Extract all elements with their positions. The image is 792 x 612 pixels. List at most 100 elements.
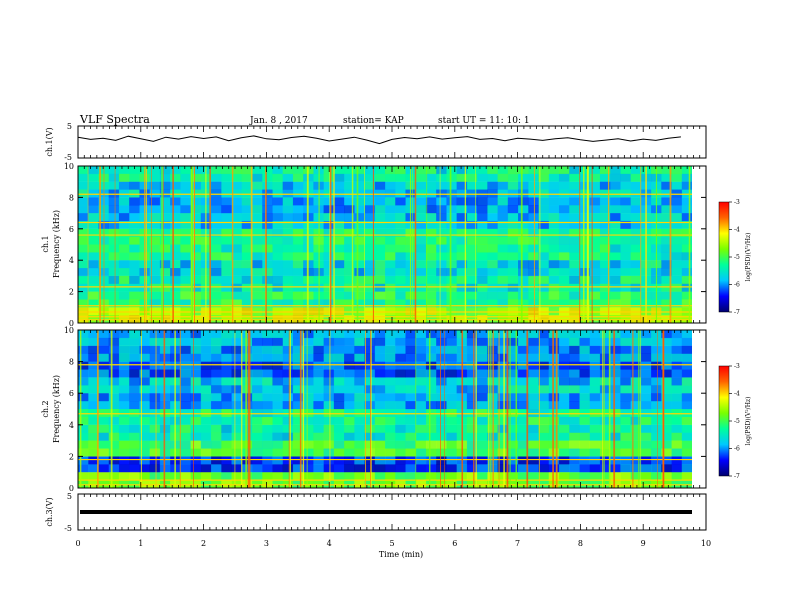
- ch1-spectrogram-cell: [446, 283, 457, 292]
- ch2-spectrogram-cell: [231, 416, 243, 426]
- ch1-spectrogram-cell: [272, 275, 283, 285]
- ch2-spectrogram-cell: [640, 472, 652, 481]
- ch2-spectrogram-cell: [446, 330, 457, 339]
- ch1-spectrogram-cell: [344, 299, 355, 308]
- colorbar-tick-label: -4: [734, 227, 740, 234]
- ch2-spectrogram-cell: [425, 337, 437, 347]
- ch1-spectrogram-cell: [507, 220, 519, 230]
- ch2-spectrogram-cell: [313, 330, 324, 339]
- ch2-spectrogram-cell: [518, 330, 529, 339]
- ch1-spectrogram-cell: [497, 181, 509, 190]
- ch1-spectrogram-cell: [78, 307, 89, 316]
- ch2-spectrogram-cell: [661, 353, 672, 362]
- ch1-spectrogram-cell: [118, 189, 130, 198]
- ch1-spectrogram-cell: [477, 275, 488, 285]
- ch2-spectrogram-cell: [88, 337, 99, 347]
- ch2-spectrogram-cell: [630, 424, 642, 433]
- ch2-spectrogram-cell: [497, 448, 509, 457]
- ch2-spectrogram-cell: [436, 377, 447, 386]
- ch1-spectrogram-cell: [589, 181, 601, 190]
- ch1-spectrogram-cell: [231, 307, 243, 316]
- ch2-spectrogram-cell: [466, 345, 478, 354]
- ch1-spectrogram-cell: [569, 268, 580, 277]
- ch1-spectrogram-cell: [456, 236, 468, 245]
- ch1-spectrogram-cell: [292, 205, 304, 214]
- ch2-spectrogram-cell: [88, 385, 99, 394]
- ch2-spectrogram-cell: [415, 440, 427, 449]
- ch1-spectrogram-cell: [558, 213, 570, 222]
- ch2-spectrogram-cell: [528, 385, 539, 394]
- ch2-spectrogram-cell: [129, 361, 140, 370]
- ch1-spectrogram-cell: [262, 173, 273, 182]
- ch1-spectrogram-cell: [211, 244, 222, 253]
- ch2-spectrogram-cell: [466, 424, 478, 433]
- ch2-spectrogram-cell: [579, 472, 590, 481]
- ch2-spectrogram-cell: [251, 472, 263, 481]
- ch2-spectrogram-cell: [354, 369, 365, 378]
- ch2-spectrogram-cell: [558, 393, 570, 402]
- ch1-spectrogram-cell: [487, 181, 498, 190]
- ch1-spectrogram-cell: [538, 299, 550, 308]
- ch1-spectrogram-cell: [88, 189, 99, 198]
- ch1-spectrogram-cell: [211, 275, 222, 285]
- ch1-spectrogram-cell: [415, 166, 427, 175]
- ch1-spectrogram-cell: [671, 173, 683, 182]
- ch2-spectrogram-cell: [282, 337, 294, 347]
- ch1-spectrogram-cell: [528, 197, 539, 206]
- ch2-spectrogram-cell: [180, 385, 191, 394]
- ch2-spectrogram-cell: [477, 424, 488, 433]
- ch2-spectrogram-cell: [579, 393, 590, 402]
- ch1-spectrogram-cell: [251, 197, 263, 206]
- ch1-spectrogram-cell: [385, 228, 396, 237]
- ch2-spectrogram-cell: [599, 337, 611, 347]
- ch1-spectrogram-cell: [456, 220, 468, 230]
- ch1-spectrogram-cell: [231, 299, 243, 308]
- ch2-spectrogram-cell: [200, 393, 212, 402]
- ch1-spectrogram-cell: [374, 228, 386, 237]
- ch2-spectrogram-cell: [108, 472, 120, 481]
- ch2-spectrogram-cell: [78, 424, 89, 433]
- ch2-spectrogram-cell: [620, 337, 631, 347]
- ch1-spectrogram-cell: [620, 315, 631, 324]
- ch2-spectrogram-cell: [129, 393, 140, 402]
- ch1-spectrogram-cell: [569, 228, 580, 237]
- ch1-spectrogram-cell: [538, 315, 550, 324]
- ch1-spectrogram-cell: [344, 236, 355, 245]
- ch1-spectrogram-cell: [507, 173, 519, 182]
- ch1-spectrogram-cell: [282, 205, 294, 214]
- ch1-spectrogram-cell: [190, 307, 202, 316]
- ch2-spectrogram-cell: [129, 448, 140, 457]
- ch2-spectrogram-cell: [78, 337, 89, 347]
- ch2-spectrogram-cell: [303, 464, 314, 473]
- ch2-spectrogram-cell: [436, 440, 447, 449]
- ch2-spectrogram-cell: [149, 401, 161, 410]
- ch1-spectrogram-cell: [354, 228, 365, 237]
- ch2-spectrogram-image: [78, 330, 706, 489]
- ch2-spectrogram-cell: [211, 424, 222, 433]
- ch1-spectrogram-cell: [344, 220, 355, 230]
- ch1-spectrogram-cell: [466, 181, 478, 190]
- ch1-spectrogram-cell: [221, 268, 232, 277]
- ch1-waveform-line: [77, 135, 681, 145]
- ch1-spectrogram-ylabel-frequency: Frequency (kHz): [52, 210, 61, 278]
- ch1-spectrogram-cell: [558, 268, 570, 277]
- ch2-spectrogram-cell: [610, 480, 621, 489]
- ch1-spectrogram-cell: [497, 213, 509, 222]
- ch1-spectrogram-cell: [323, 268, 335, 277]
- ch2-spectrogram-cell: [569, 330, 580, 339]
- ch2-spectrogram-cell: [190, 448, 202, 457]
- ch1-spectrogram-cell: [159, 275, 171, 285]
- ch2-spectrogram-cell: [415, 424, 427, 433]
- ch1-spectrogram-cell: [425, 173, 437, 182]
- ch1-spectrogram-cell: [661, 307, 672, 316]
- ch1-spectrogram-cell: [129, 268, 140, 277]
- ch1-spectrogram-cell: [518, 220, 529, 230]
- ch3-ytick-bottom: -5: [64, 524, 72, 533]
- ch1-spectrogram-cell: [180, 315, 191, 324]
- ch2-spectrogram-cell: [211, 464, 222, 473]
- ch1-spectrogram-cell: [241, 283, 253, 292]
- ch2-spectrogram-cell: [78, 369, 89, 378]
- ch1-spectrogram-cell: [528, 275, 539, 285]
- ch2-spectrogram-cell: [630, 464, 642, 473]
- ch1-spectrogram-cell: [231, 181, 243, 190]
